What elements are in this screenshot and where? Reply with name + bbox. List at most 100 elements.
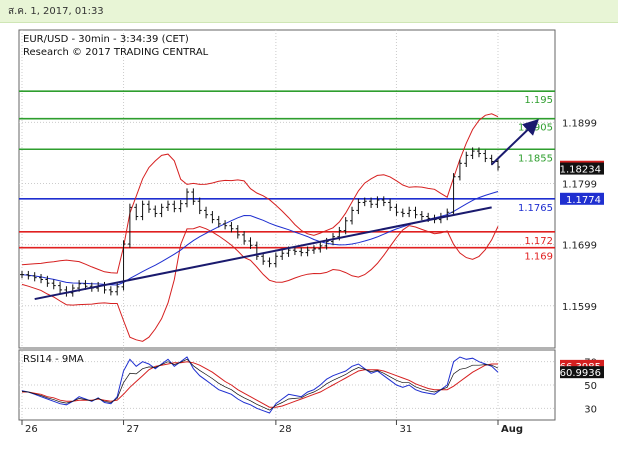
price-bar [457,159,462,181]
price-bar [153,205,158,218]
chart-subtitle: Research © 2017 TRADING CENTRAL [23,47,209,58]
price-bar [26,270,31,280]
y-tick-label: 1.1599 [562,302,597,313]
price-bar [311,245,316,254]
price-bar [273,252,278,268]
price-bar [191,188,196,205]
rsi-signal-line [21,358,499,411]
level-label: 1.1905 [518,123,553,134]
price-bar [242,231,247,245]
price-badge-text: 1.1774 [566,195,601,206]
price-bar [388,198,393,212]
chart-title: EUR/USD - 30min - 3:34:39 (CET) [23,34,189,45]
x-tick-label: Aug [501,424,523,435]
trendlines [34,118,539,301]
level-label: 1.195 [524,95,553,106]
price-bar [254,241,259,260]
date-header: ส.ค. 1, 2017, 01:33 [0,0,618,23]
price-bar [58,281,63,294]
price-bar [362,197,367,207]
price-bar [381,196,386,207]
price-bar [343,217,348,235]
price-bar [45,275,50,287]
main-grid [19,30,555,420]
price-bar [464,151,469,167]
bollinger-upper [21,113,499,274]
forecast-arrow [490,118,539,166]
x-tick-label: 26 [25,424,38,435]
level-label: 1.172 [524,236,553,247]
rsi-lines [21,356,499,414]
price-bar [39,274,44,284]
price-bar [394,203,399,216]
price-bar [197,197,202,215]
date-text: ส.ค. 1, 2017, 01:33 [8,6,104,17]
rsi-tick-label: 50 [584,381,597,392]
price-bar [248,237,253,249]
price-badge: 1.1774 [560,192,604,206]
price-bar [51,279,56,290]
price-bar [229,222,234,233]
price-badge: 1.18234 [560,162,604,176]
price-bar [159,203,164,218]
price-bar [369,197,374,208]
price-bar [267,257,272,268]
price-bar [451,173,456,216]
rsi-grid [19,361,555,409]
price-bar [292,246,297,256]
price-bar [20,270,24,279]
price-bar [235,225,240,239]
bollinger-bands [21,113,499,342]
price-bar [261,252,266,265]
price-bar [350,206,355,225]
bollinger-lower [21,225,499,342]
y-tick-label: 1.1799 [562,179,597,190]
price-bar [108,286,113,296]
price-bar [305,246,310,257]
x-tick-label: 28 [279,424,292,435]
price-bar [356,198,361,215]
price-bars [20,147,500,297]
price-bar [178,200,183,213]
price-bar [140,200,145,221]
price-bar [204,206,209,219]
price-bar [419,211,424,221]
main-panel-frame [18,29,556,349]
level-label: 1.1855 [518,153,553,164]
trendline [34,206,492,301]
price-bar [165,200,170,212]
price-bar [476,147,481,158]
price-badge-box [560,366,604,379]
price-badge-box [560,192,604,205]
price-bar [496,157,500,171]
price-bar [134,203,139,221]
price-bar [223,220,228,230]
price-badge-box [560,162,604,175]
price-bar [375,196,380,208]
price-bar [407,206,412,218]
price-bar [172,200,177,213]
level-label: 1.1765 [518,203,553,214]
price-bar [127,203,132,248]
rsi-tick-label: 30 [584,404,597,415]
price-badge-text: 1.18234 [560,165,601,176]
y-tick-label: 1.1699 [562,241,597,252]
level-label: 1.169 [524,252,553,263]
price-bar [210,211,215,224]
x-tick-label: 27 [127,424,140,435]
price-bar [483,149,488,163]
price-bar [400,208,405,218]
price-bar [318,242,323,253]
price-badge-text: 60.9936 [560,368,601,379]
rsi-title: RSI14 - 9MA [23,354,84,365]
price-bar [185,188,190,208]
price-bar [299,247,304,257]
price-badge: 60.9936 [560,366,604,379]
price-bar [216,215,221,228]
price-bar [146,200,151,213]
y-tick-label: 1.1899 [562,118,597,129]
price-bar [470,147,475,160]
price-bar [32,272,37,282]
